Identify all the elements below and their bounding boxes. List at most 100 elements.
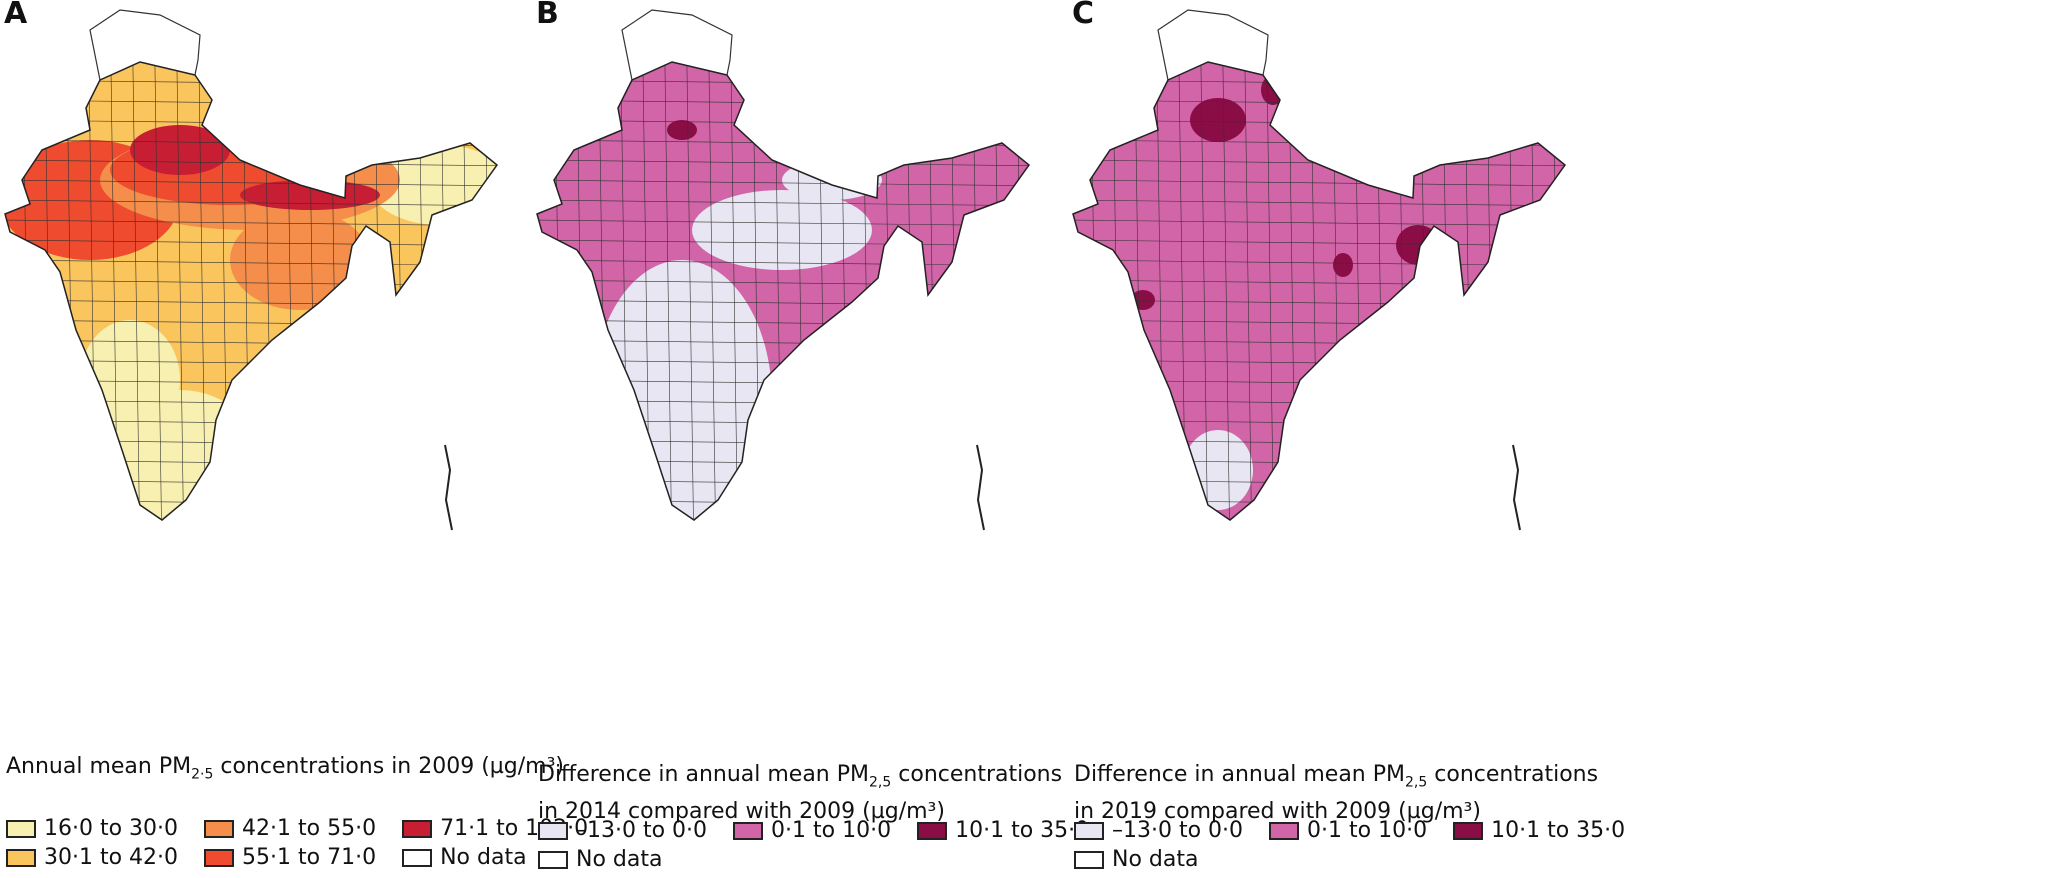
legend-swatch (538, 821, 568, 840)
title-sub: 2,5 (869, 774, 892, 791)
district-border (439, 62, 449, 520)
district-border (0, 540, 520, 546)
district-border (575, 62, 585, 520)
district-border (1243, 62, 1253, 520)
district-border (5, 479, 497, 487)
legend-label: 0·1 to 10·0 (1307, 818, 1428, 843)
legend-item: 55·1 to 71·0 (204, 845, 376, 870)
district-border (537, 519, 1029, 520)
legend-item: 0·1 to 10·0 (1269, 818, 1427, 843)
district-border (1073, 62, 1565, 67)
district-border (43, 62, 53, 520)
district-region (1131, 290, 1155, 310)
district-border (1073, 379, 1565, 387)
district-border (1073, 199, 1565, 207)
district-border (1073, 119, 1565, 127)
country-border (536, 61, 1031, 521)
district-border (5, 379, 497, 387)
legend-swatch (204, 819, 235, 838)
district-border (1073, 359, 1565, 367)
district-border (1038, 0, 1046, 560)
district-border (1073, 419, 1565, 427)
district-border (537, 419, 1029, 427)
district-border (5, 62, 497, 67)
andaman-islands (1512, 444, 1521, 531)
district-border (1073, 459, 1565, 467)
district-region (100, 65, 200, 115)
district-border (1073, 399, 1565, 407)
legend-title: Difference in annual mean PM2,5 concentr… (538, 760, 1062, 827)
district-border (537, 199, 1029, 207)
district-border (883, 62, 893, 520)
district-border (153, 62, 163, 520)
legend-item: –13·0 to 0·0 (1074, 818, 1243, 843)
legend-item: 42·1 to 55·0 (204, 816, 376, 841)
legend-swatch (1269, 821, 1300, 840)
panel-letter: C (1072, 0, 1095, 31)
district-border (506, 0, 514, 560)
district-border (5, 399, 497, 407)
district-region (667, 120, 697, 140)
title-sub: 2·5 (191, 766, 214, 783)
legend-item: 10·1 to 35·0 (1453, 818, 1625, 843)
district-border (537, 99, 1029, 107)
legend-item: 10·1 to 35·0 (917, 818, 1089, 843)
title-text: concentrations (1427, 762, 1599, 787)
legend-item: 0·1 to 10·0 (733, 818, 891, 843)
legend-label: 30·1 to 42·0 (44, 845, 179, 870)
district-region (692, 190, 872, 270)
district-border (905, 62, 915, 520)
legend-label: 0·1 to 10·0 (771, 818, 892, 843)
legend-swatch (733, 821, 764, 840)
panel-letter: A (4, 0, 28, 31)
legend-label: 55·1 to 71·0 (242, 845, 377, 870)
country-border (1072, 61, 1567, 521)
district-border (537, 179, 1029, 187)
district-border (1073, 179, 1565, 187)
legend-item: 71·1 to 102·0 (402, 816, 588, 841)
legend-label: 10·1 to 35·0 (955, 818, 1090, 843)
district-border (1485, 62, 1495, 520)
district-border (537, 359, 1029, 367)
district-border (1551, 62, 1561, 520)
district-border (5, 99, 497, 107)
legend-label: 16·0 to 30·0 (44, 816, 179, 841)
legend-swatch (402, 848, 433, 867)
district-border (532, 0, 1052, 6)
legend-label: –13·0 to 0·0 (1112, 818, 1244, 843)
district-border (537, 459, 1029, 467)
title-text: in 2014 compared with 2009 (µg/m³) (538, 799, 945, 825)
district-region (782, 160, 882, 200)
district-border (351, 62, 361, 520)
district-border (537, 119, 1029, 127)
district-border (532, 40, 1052, 46)
legend-label: No data (576, 847, 663, 872)
district-border (417, 62, 427, 520)
legend-swatch (402, 819, 433, 838)
district-border (5, 199, 497, 207)
country-fill (1073, 62, 1565, 520)
title-text: concentrations in 2009 (µg/m³) (213, 754, 565, 779)
district-border (1068, 540, 1588, 546)
district-border (483, 62, 493, 520)
district-border (537, 79, 1029, 87)
title-text: in 2019 compared with 2009 (µg/m³) (1074, 799, 1481, 825)
district-border (553, 62, 563, 520)
district-border (537, 499, 1029, 507)
district-border (1068, 20, 1588, 26)
panel-c: C Difference in annual mean PM2,5 concen… (1068, 0, 1625, 878)
legend-label: –13·0 to 0·0 (576, 818, 708, 843)
district-border (1073, 439, 1565, 447)
district-border (663, 62, 673, 520)
district-border (949, 62, 959, 520)
district-border (1574, 0, 1582, 560)
panel-a: A Annual mean PM2·5 concentrations in 20… (0, 0, 588, 878)
legend-swatch (1074, 821, 1104, 840)
district-border (5, 459, 497, 467)
district-border (971, 62, 981, 520)
legend: 16·0 to 30·0 42·1 to 55·0 71·1 to 102·0 30·… (6, 816, 588, 870)
district-border (1073, 519, 1565, 520)
district-border (537, 399, 1029, 407)
district-border (729, 62, 739, 520)
country-fill (537, 62, 1029, 520)
